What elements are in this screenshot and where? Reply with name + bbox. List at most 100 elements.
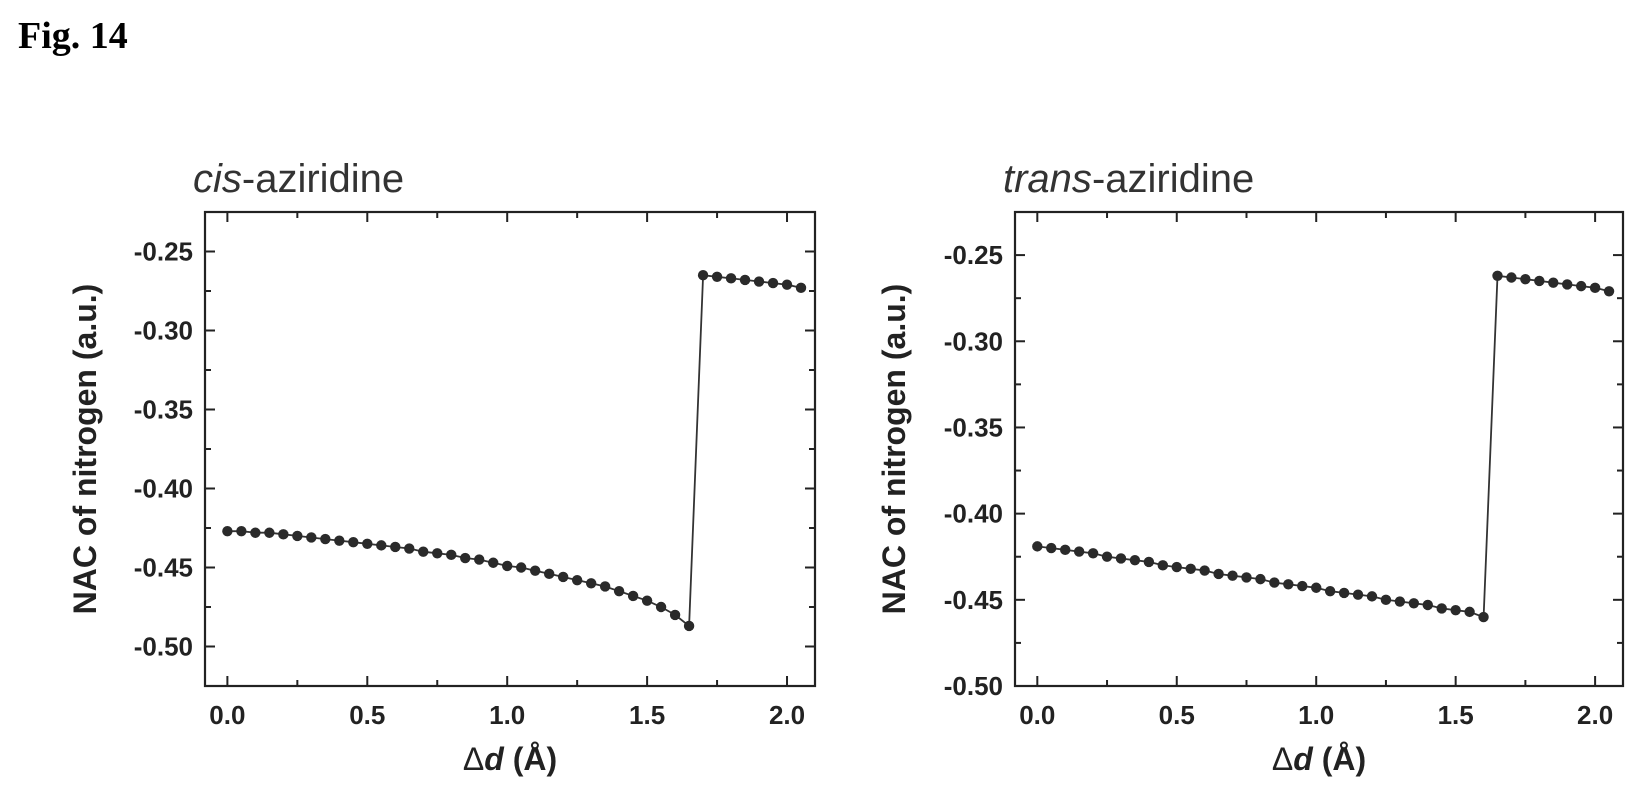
y-tick-label: -0.40 bbox=[134, 474, 193, 504]
data-point bbox=[1464, 606, 1475, 618]
data-point bbox=[474, 554, 485, 565]
x-tick-label: 2.0 bbox=[769, 700, 805, 730]
data-point bbox=[1366, 591, 1378, 602]
data-point bbox=[1422, 599, 1433, 611]
data-point bbox=[460, 552, 471, 564]
y-tick-label: -0.35 bbox=[134, 395, 193, 425]
data-point bbox=[404, 543, 415, 554]
data-point bbox=[571, 574, 583, 586]
data-point bbox=[1157, 560, 1169, 571]
data-point bbox=[557, 571, 569, 583]
data-point bbox=[683, 620, 695, 632]
panel-title-italic: trans bbox=[1003, 157, 1092, 201]
x-axis-label-var: d bbox=[484, 741, 505, 777]
x-tick-label: 0.5 bbox=[1159, 700, 1195, 730]
data-point bbox=[1324, 586, 1336, 597]
y-tick-label: -0.50 bbox=[944, 671, 1003, 701]
y-tick-label: -0.45 bbox=[944, 585, 1003, 615]
data-point bbox=[795, 282, 807, 294]
data-point bbox=[1101, 551, 1113, 562]
data-point bbox=[390, 541, 401, 553]
series-line bbox=[1037, 274, 1610, 619]
data-point bbox=[529, 565, 541, 576]
x-axis-label-var: d bbox=[1293, 741, 1314, 777]
plot-frame bbox=[1013, 210, 1625, 688]
y-tick-label: -0.25 bbox=[134, 237, 193, 267]
data-point bbox=[236, 525, 247, 537]
series-line bbox=[227, 274, 802, 628]
data-point bbox=[641, 595, 653, 606]
data-point bbox=[1562, 279, 1573, 290]
data-point bbox=[1352, 589, 1364, 600]
x-tick-label: 1.5 bbox=[1438, 700, 1474, 730]
data-point bbox=[1115, 553, 1127, 564]
y-tick-label: -0.40 bbox=[944, 499, 1003, 529]
data-point bbox=[613, 586, 625, 597]
data-point bbox=[348, 537, 359, 548]
data-point bbox=[1143, 556, 1155, 568]
data-point bbox=[1227, 570, 1238, 581]
data-point bbox=[502, 560, 513, 572]
data-point bbox=[585, 578, 597, 589]
data-point bbox=[767, 277, 779, 289]
x-axis-label-unit: (Å) bbox=[504, 741, 557, 777]
data-point bbox=[711, 271, 723, 282]
data-point bbox=[1534, 275, 1545, 287]
data-point bbox=[1087, 548, 1099, 559]
y-axis-label: NAC of nitrogen (a.u.) bbox=[67, 284, 103, 615]
data-point bbox=[1129, 554, 1141, 566]
data-point bbox=[1311, 582, 1322, 593]
data-point bbox=[1338, 587, 1350, 599]
panel-title: trans-aziridine bbox=[1003, 157, 1254, 201]
data-point bbox=[543, 568, 555, 580]
data-point bbox=[278, 529, 289, 540]
data-point bbox=[1478, 611, 1489, 623]
y-tick-label: -0.25 bbox=[944, 240, 1003, 270]
data-point bbox=[599, 581, 611, 592]
data-point bbox=[1297, 580, 1308, 592]
x-axis-label-symbol: Δ bbox=[463, 741, 484, 777]
data-point bbox=[627, 590, 639, 602]
x-axis-label: Δd (Å) bbox=[463, 741, 557, 777]
data-point bbox=[1171, 561, 1182, 573]
data-point bbox=[697, 270, 709, 281]
data-point bbox=[292, 530, 303, 542]
data-point bbox=[725, 273, 737, 284]
data-point bbox=[515, 562, 527, 573]
x-tick-label: 1.5 bbox=[629, 700, 665, 730]
data-point bbox=[1436, 603, 1447, 614]
data-point bbox=[1046, 542, 1057, 554]
y-tick-label: -0.45 bbox=[134, 553, 193, 583]
data-point bbox=[669, 609, 681, 621]
plot-frame bbox=[203, 210, 817, 688]
x-axis-label: Δd (Å) bbox=[1272, 741, 1366, 777]
data-point bbox=[320, 533, 331, 545]
data-point bbox=[362, 538, 373, 549]
data-point bbox=[1073, 546, 1085, 557]
data-point bbox=[264, 527, 275, 538]
data-point bbox=[250, 527, 261, 538]
figure-label: Fig. 14 bbox=[18, 15, 128, 57]
data-point bbox=[376, 540, 387, 551]
y-axis-label: NAC of nitrogen (a.u.) bbox=[876, 284, 912, 615]
data-point bbox=[1603, 286, 1615, 297]
data-point bbox=[334, 535, 345, 546]
data-point bbox=[739, 274, 751, 286]
data-point bbox=[1380, 594, 1392, 606]
x-tick-label: 2.0 bbox=[1577, 700, 1613, 730]
chart-panel-trans: trans-aziridine 0.0 0.5 1.0 1.5 2.0 -0.25 -0.30… bbox=[876, 157, 1625, 777]
y-tick-label: -0.30 bbox=[134, 316, 193, 346]
data-point bbox=[1185, 563, 1196, 574]
data-point bbox=[1199, 565, 1210, 576]
data-point bbox=[432, 548, 443, 559]
y-tick-label: -0.50 bbox=[134, 632, 193, 662]
data-point bbox=[1520, 274, 1531, 285]
data-point bbox=[1394, 596, 1406, 607]
data-point bbox=[1213, 568, 1224, 580]
data-point bbox=[655, 601, 667, 613]
data-point bbox=[1269, 577, 1280, 588]
data-point bbox=[1283, 579, 1294, 590]
data-point bbox=[446, 549, 457, 561]
y-tick-label: -0.30 bbox=[944, 326, 1003, 356]
